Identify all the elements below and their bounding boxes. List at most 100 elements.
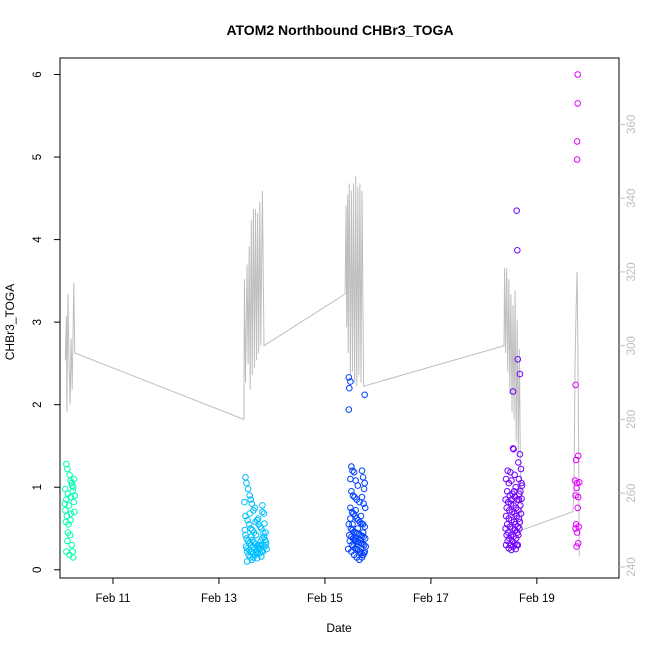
- data-point: [253, 516, 261, 524]
- data-point: [357, 512, 365, 520]
- plot-frame: [59, 57, 620, 579]
- data-point: [512, 483, 520, 491]
- data-point: [349, 521, 356, 528]
- data-point: [259, 502, 266, 509]
- y-tick-label: 0: [32, 567, 44, 573]
- data-point: [347, 378, 354, 385]
- data-point: [257, 545, 264, 553]
- data-point: [572, 525, 579, 532]
- data-point: [572, 381, 579, 389]
- data-point: [261, 536, 269, 544]
- data-point: [508, 496, 515, 503]
- y2-tick-label: 280: [626, 410, 638, 429]
- data-point: [513, 207, 521, 214]
- data-point: [64, 537, 71, 545]
- data-point: [258, 541, 265, 549]
- data-point: [247, 525, 254, 532]
- data-point: [70, 475, 78, 483]
- data-point: [247, 496, 254, 503]
- data-point: [242, 474, 249, 481]
- data-point: [509, 388, 517, 395]
- data-point: [510, 488, 518, 495]
- y2-tick-label: 320: [626, 262, 638, 281]
- y-tick-label: 4: [32, 236, 44, 243]
- data-point: [515, 496, 523, 503]
- y-axis-title: CHBr3_TOGA: [3, 284, 17, 360]
- data-point: [241, 526, 249, 534]
- data-point: [62, 507, 69, 514]
- data-point: [67, 493, 74, 501]
- data-point: [516, 450, 524, 458]
- data-point: [511, 471, 518, 479]
- data-point: [259, 508, 266, 516]
- y-tick-label: 3: [32, 319, 44, 325]
- data-point: [518, 482, 526, 489]
- data-point: [361, 479, 369, 487]
- data-point: [244, 485, 252, 493]
- data-point: [576, 479, 583, 486]
- y2-tick-label: 340: [626, 189, 638, 208]
- secondary-line: [64, 175, 580, 556]
- data-point: [356, 498, 363, 506]
- data-point: [348, 488, 355, 495]
- data-point: [64, 465, 71, 473]
- data-point: [253, 554, 261, 562]
- data-point: [63, 460, 70, 468]
- y-axis-left: 0 1 2 3 4 5 6: [32, 71, 60, 573]
- data-point: [360, 500, 367, 508]
- data-point: [361, 504, 369, 512]
- data-point: [360, 549, 368, 557]
- data-point: [248, 533, 255, 541]
- data-point: [65, 502, 73, 509]
- data-point: [514, 356, 522, 363]
- data-point: [517, 488, 524, 495]
- chart-title: ATOM2 Northbound CHBr3_TOGA: [226, 22, 453, 38]
- data-point: [360, 541, 368, 549]
- x-tick-label: Feb 19: [519, 593, 555, 605]
- data-point: [260, 533, 268, 541]
- data-point: [508, 546, 515, 554]
- data-point: [67, 516, 74, 524]
- data-point: [64, 529, 72, 536]
- data-point: [244, 516, 251, 524]
- x-tick-label: Feb 15: [307, 593, 343, 605]
- y-axis-right: 240 260 280 300 320 340 360: [619, 115, 638, 577]
- x-tick-label: Feb 17: [413, 593, 449, 605]
- data-point: [358, 549, 365, 557]
- data-point: [573, 484, 580, 492]
- x-axis: Feb 11 Feb 13 Feb 15 Feb 17 Feb 19: [96, 578, 555, 605]
- x-tick-label: Feb 13: [201, 593, 237, 605]
- data-point: [262, 541, 269, 549]
- data-point: [241, 498, 248, 506]
- x-tick-label: Feb 11: [96, 593, 131, 605]
- data-point: [347, 475, 354, 483]
- data-point: [245, 521, 253, 528]
- data-point: [67, 510, 75, 517]
- data-point: [345, 374, 353, 381]
- y2-tick-label: 300: [626, 336, 638, 355]
- plot-box: [59, 57, 620, 579]
- data-point: [508, 477, 515, 484]
- y2-tick-label: 260: [626, 484, 638, 503]
- data-point: [354, 525, 362, 532]
- data-point: [249, 549, 257, 557]
- data-point: [260, 530, 267, 537]
- data-point: [245, 546, 253, 554]
- data-point: [242, 531, 249, 539]
- data-point: [71, 492, 79, 499]
- data-point: [63, 548, 70, 555]
- data-point: [361, 391, 369, 399]
- data-point: [358, 493, 366, 501]
- x-axis-title: Date: [326, 621, 352, 635]
- data-point: [517, 502, 524, 509]
- data-point: [254, 515, 262, 522]
- data-point: [348, 508, 356, 516]
- y2-tick-label: 240: [626, 557, 638, 576]
- y-tick-label: 6: [32, 71, 44, 77]
- data-point: [69, 483, 77, 491]
- data-point: [573, 156, 581, 163]
- data-point: [68, 541, 75, 549]
- data-point: [359, 529, 367, 536]
- data-point: [573, 138, 581, 145]
